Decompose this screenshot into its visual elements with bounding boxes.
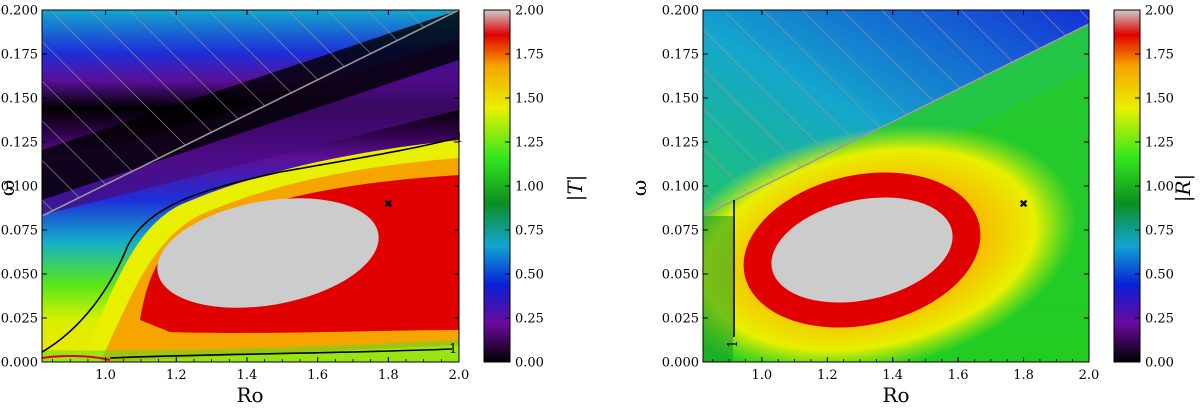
x-tick-label: 1.2 xyxy=(817,368,838,383)
colorbar-tick-label: 1.50 xyxy=(1145,92,1174,107)
colorbar-tick-label: 1.00 xyxy=(515,180,544,195)
x-tick-label: 1.8 xyxy=(1013,368,1034,383)
contour-line-lower xyxy=(109,348,453,359)
colorbar-tick-label: 1.00 xyxy=(1145,180,1174,195)
y-tick-label: 0.100 xyxy=(1,180,38,195)
y-tick-label: 0.000 xyxy=(662,356,699,371)
colorbar-tick-label: 1.75 xyxy=(515,48,544,63)
axes-r: 1.0 1.2 1.4 1.6 1.8 2.0 0.000 0.025 0.050 0.075 0.… xyxy=(662,4,1100,384)
x-tick-label: 1.6 xyxy=(948,368,969,383)
heatmap-r xyxy=(703,10,1089,362)
colorbar-tick-label: 0.50 xyxy=(1145,268,1174,283)
colorbar-tick-label: 1.25 xyxy=(1145,136,1174,151)
boundary-line-t xyxy=(42,10,459,217)
colorbar-label: |R| xyxy=(1171,174,1196,203)
contour-line-upper xyxy=(42,137,457,353)
y-tick-label: 0.050 xyxy=(662,268,699,283)
contour-label-lower: 1 xyxy=(449,342,457,357)
x-tick-label: 1.2 xyxy=(166,368,187,383)
colorbar-tick-label: 1.25 xyxy=(515,136,544,151)
x-tick-label: 2.0 xyxy=(1079,368,1100,383)
y-tick-label: 0.150 xyxy=(1,92,38,107)
y-tick-label: 0.050 xyxy=(1,268,38,283)
operating-point-marker: ✖ xyxy=(1019,198,1028,211)
x-tick-label: 1.8 xyxy=(378,368,399,383)
colorbar-tick-label: 0.25 xyxy=(1145,312,1174,327)
colorbar-ticks-r: 0.00 0.25 0.50 0.75 1.00 1.25 1.50 1.75 2.00 xyxy=(1135,4,1174,371)
x-tick-label: 1.6 xyxy=(307,368,328,383)
y-tick-label: 0.175 xyxy=(1,48,38,63)
hatched-region-r xyxy=(703,10,1089,216)
y-tick-label: 0.025 xyxy=(1,312,38,327)
colorbar-tick-label: 0.25 xyxy=(515,312,544,327)
x-tick-label: 1.4 xyxy=(882,368,903,383)
y-tick-label: 0.125 xyxy=(1,136,38,151)
x-tick-label: 1.0 xyxy=(752,368,773,383)
colorbar-label: |T| xyxy=(563,175,588,202)
y-tick-label: 0.025 xyxy=(662,312,699,327)
panel-transmission: 1 1 ✖ 1.0 1.2 1.4 1.6 1.8 2.0 0.000 0.025 0.050 0… xyxy=(0,4,588,408)
y-tick-label: 0.000 xyxy=(1,356,38,371)
panel-reflection: 1 ✖ 1.0 1.2 1.4 1.6 1.8 2.0 0.000 0.025 0.050 0.0… xyxy=(627,4,1196,408)
colorbar-tick-label: 1.75 xyxy=(1145,48,1174,63)
contour-label-upper: 1 xyxy=(455,131,463,146)
colorbar-ticks-t: 0.00 0.25 0.50 0.75 1.00 1.25 1.50 1.75 2.00 xyxy=(505,4,544,371)
boundary-line-r xyxy=(703,23,1089,217)
y-tick-label: 0.175 xyxy=(662,48,699,63)
colorbar-tick-label: 0.75 xyxy=(515,224,544,239)
colorbar-tick-label: 1.50 xyxy=(515,92,544,107)
colorbar-tick-label: 0.75 xyxy=(1145,224,1174,239)
x-axis-label: Ro xyxy=(882,383,909,407)
plateau-region xyxy=(157,198,379,308)
y-tick-label: 0.200 xyxy=(1,4,38,19)
colorbar-tick-label: 2.00 xyxy=(515,4,544,19)
x-axis-label: Ro xyxy=(236,383,263,407)
y-axis-label: ω xyxy=(0,180,19,196)
y-tick-label: 0.075 xyxy=(662,224,699,239)
y-tick-label: 0.200 xyxy=(662,4,699,19)
y-tick-label: 0.125 xyxy=(662,136,699,151)
y-tick-label: 0.075 xyxy=(1,224,38,239)
y-tick-label: 0.150 xyxy=(662,92,699,107)
colorbar-tick-label: 2.00 xyxy=(1145,4,1174,19)
colorbar-tick-label: 0.00 xyxy=(1145,356,1174,371)
axes-t: 1.0 1.2 1.4 1.6 1.8 2.0 0.000 0.025 0.050 0.075 0.… xyxy=(1,4,470,384)
x-tick-label: 2.0 xyxy=(449,368,470,383)
contour-label-r: 1 xyxy=(726,340,741,348)
colorbar-tick-label: 0.00 xyxy=(515,356,544,371)
x-tick-label: 1.4 xyxy=(237,368,258,383)
operating-point-marker: ✖ xyxy=(384,198,393,211)
y-tick-label: 0.100 xyxy=(662,180,699,195)
colorbar-tick-label: 0.50 xyxy=(515,268,544,283)
heatmap-t xyxy=(42,10,459,362)
plateau-region xyxy=(771,197,953,303)
y-axis-label: ω xyxy=(627,180,651,196)
x-tick-label: 1.0 xyxy=(95,368,116,383)
